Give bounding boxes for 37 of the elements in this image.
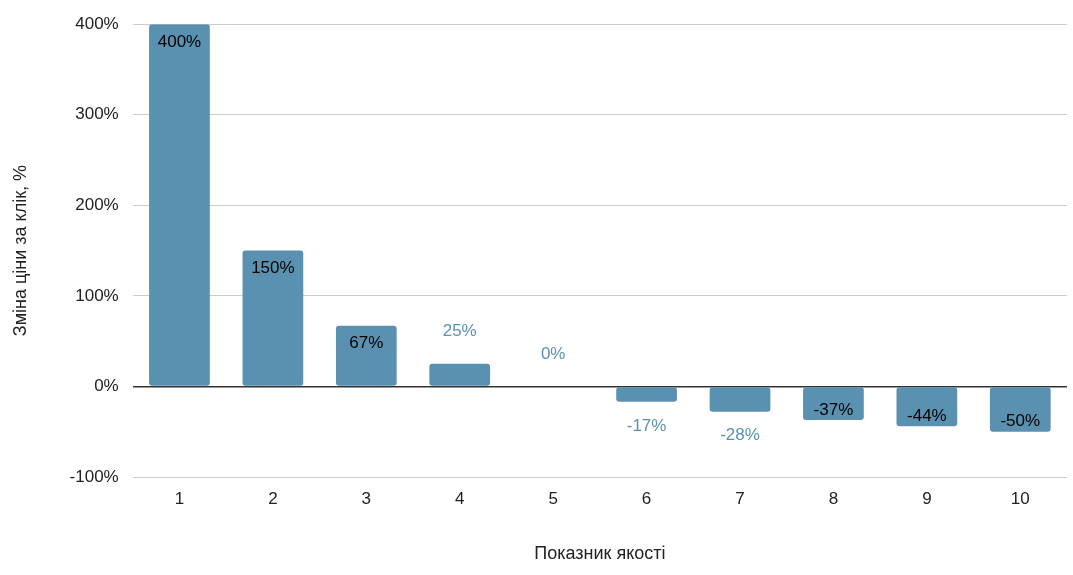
x-tick-label: 1 <box>174 488 185 508</box>
x-tick-label: 3 <box>361 488 372 508</box>
x-tick-label: 10 <box>1010 488 1030 508</box>
bar <box>149 24 210 386</box>
x-tick-label: 6 <box>641 488 652 508</box>
x-tick-label: 9 <box>922 488 932 508</box>
y-axis-title: Зміна ціни за клік, % <box>9 164 30 337</box>
data-label: -28% <box>720 425 760 445</box>
y-tick-label: 0% <box>94 376 119 396</box>
x-axis-title: Показник якості <box>534 543 666 564</box>
bar <box>242 250 304 386</box>
data-label: -17% <box>626 415 667 435</box>
x-tick-label: 7 <box>735 488 745 508</box>
bar <box>803 387 864 420</box>
bar <box>429 363 491 386</box>
data-label: -50% <box>1000 411 1041 431</box>
data-label: -44% <box>907 405 947 425</box>
data-label: 25% <box>442 321 477 341</box>
x-tick-label: 5 <box>548 488 558 508</box>
data-label: 150% <box>251 258 295 278</box>
data-label: -37% <box>813 399 854 419</box>
y-tick-label: 100% <box>75 285 119 305</box>
data-label: 400% <box>157 31 202 51</box>
bar <box>709 387 771 412</box>
x-tick-label: 8 <box>828 488 839 508</box>
y-tick-label: 200% <box>75 195 119 215</box>
bar <box>335 325 397 386</box>
data-label: 0% <box>540 344 566 364</box>
bar <box>616 387 677 402</box>
data-label: 67% <box>349 333 384 353</box>
y-tick-label: -100% <box>69 466 119 486</box>
y-tick-label: 300% <box>75 104 119 124</box>
x-tick-label: 4 <box>455 488 465 508</box>
y-tick-label: 400% <box>75 13 119 33</box>
bar <box>896 387 958 427</box>
bar <box>989 387 1051 432</box>
x-tick-label: 2 <box>268 488 278 508</box>
